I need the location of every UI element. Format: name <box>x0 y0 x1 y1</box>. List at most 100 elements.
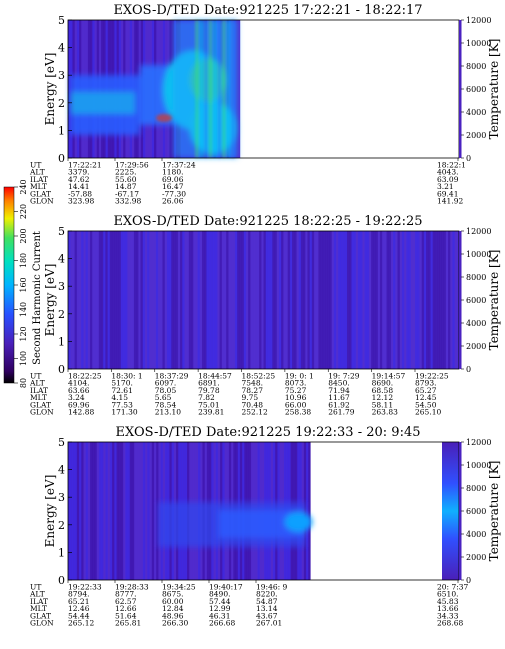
heatmap-streak <box>147 231 150 369</box>
heatmap-streak <box>445 231 449 369</box>
ephemeris-value: 258.38 <box>285 408 311 417</box>
colorbar-gradient <box>3 186 15 384</box>
energy-tick-label: 3 <box>58 280 65 293</box>
ephemeris-row-label: GLON <box>30 408 54 417</box>
ephemeris-value: 12.84 <box>162 604 184 613</box>
panel-1-ephemeris: UTALTILATMLTGLATGLON17:22:213379.47.6214… <box>29 158 466 206</box>
ephemeris-value: 19:22:33 <box>68 583 102 592</box>
temperature-tick-label: 10000 <box>466 250 491 259</box>
heatmap-streak <box>335 231 339 369</box>
heatmap-streak <box>296 231 299 369</box>
temperature-tick-label: 8000 <box>466 484 486 493</box>
ephemeris-value: 12.99 <box>209 604 231 613</box>
ephemeris-value: 19:34:25 <box>162 583 196 592</box>
ephemeris-value: 263.83 <box>372 408 398 417</box>
heatmap-streak <box>272 231 275 369</box>
temperature-tick-label: 10000 <box>466 461 491 470</box>
heatmap-streak <box>417 231 420 369</box>
energy-tick-label: 3 <box>58 491 65 504</box>
heatmap-streak <box>410 231 414 369</box>
temperature-tick-label: 12000 <box>466 227 491 236</box>
heatmap-streak <box>318 231 321 369</box>
heatmap-streak <box>118 231 122 369</box>
heatmap-streak <box>306 442 309 580</box>
heatmap-streak <box>127 442 131 580</box>
heatmap-streak <box>136 231 139 369</box>
heatmap-streak <box>364 231 368 369</box>
ephemeris-value: 78.27 <box>242 386 264 395</box>
temperature-tick-label: 2000 <box>466 553 486 562</box>
heatmap-streak <box>329 231 332 369</box>
heatmap-spike <box>214 20 216 158</box>
ephemeris-value: 11.67 <box>328 393 350 402</box>
heatmap-streak <box>300 231 304 369</box>
ephemeris-value: 323.98 <box>68 197 94 206</box>
ephemeris-value: 142.88 <box>68 408 94 417</box>
heatmap-streak <box>289 231 293 369</box>
heatmap-streak <box>399 231 403 369</box>
ephemeris-value: 12.46 <box>68 604 90 613</box>
heatmap-streak <box>83 442 86 580</box>
heatmap-streak <box>131 442 135 580</box>
temperature-tick-label: 4000 <box>466 108 486 117</box>
heatmap-streak <box>89 231 93 369</box>
heatmap-streak <box>243 231 247 369</box>
heatmap-streak <box>153 442 157 580</box>
ephemeris-value: 79.78 <box>198 386 220 395</box>
heatmap-streak <box>314 231 317 369</box>
ephemeris-row-label: GLON <box>30 619 54 628</box>
ephemeris-value: 43.67 <box>256 611 278 620</box>
ephemeris-value: 63.09 <box>437 175 459 184</box>
ephemeris-value: 12.66 <box>115 604 137 613</box>
heatmap-streak <box>441 231 444 369</box>
ephemeris-value: 5170. <box>111 379 132 388</box>
ephemeris-value: 6097. <box>155 379 176 388</box>
heatmap-streak <box>101 442 104 580</box>
heatmap-streak <box>327 231 330 369</box>
ephemeris-value: 19:14:57 <box>372 372 406 381</box>
heatmap-streak <box>116 231 119 369</box>
heatmap-streak <box>355 231 359 369</box>
heatmap-spike <box>218 20 221 158</box>
ephemeris-value: 19: 7:29 <box>328 372 360 381</box>
heatmap-streak <box>423 231 427 369</box>
heatmap-streak <box>239 231 242 369</box>
heatmap-streak <box>191 231 194 369</box>
energy-tick-label: 0 <box>58 363 65 376</box>
energy-tick-label: 5 <box>58 14 65 27</box>
ephemeris-value: 171.30 <box>111 408 137 417</box>
heatmap-streak <box>70 442 73 580</box>
heatmap-streak <box>404 231 407 369</box>
panel-1-heatmap <box>68 20 241 158</box>
heatmap-streak <box>105 442 108 580</box>
panel-2-heatmap <box>68 231 460 369</box>
ephemeris-row-label: ALT <box>29 168 45 177</box>
heatmap-streak <box>248 231 251 369</box>
heatmap-streak <box>74 231 78 369</box>
energy-tick-label: 1 <box>58 335 65 348</box>
ephemeris-value: 75.01 <box>198 400 219 409</box>
heatmap-streak <box>204 231 207 369</box>
heatmap-streak <box>158 231 161 369</box>
heatmap-streak <box>186 231 190 369</box>
ephemeris-value: 4043. <box>437 168 458 177</box>
ephemeris-value: 17:29:56 <box>115 161 149 170</box>
colorbar: 80 100 120 140 160 180 200 220 240 Second Harmon… <box>3 179 43 388</box>
ephemeris-row-label: GLAT <box>30 189 51 198</box>
ephemeris-value: 8793. <box>415 379 436 388</box>
heatmap-spike <box>209 20 212 158</box>
ephemeris-value: 61.92 <box>328 400 350 409</box>
ephemeris-value: 267.01 <box>256 619 282 628</box>
heatmap-streak <box>219 231 223 369</box>
ephemeris-row-label: ALT <box>29 379 45 388</box>
temperature-tick-label: 6000 <box>466 507 486 516</box>
panel-2-ylabel-right: Temperature [K] <box>487 250 501 351</box>
heatmap-streak <box>212 231 216 369</box>
ephemeris-value: 62.57 <box>115 597 137 606</box>
heatmap-streak <box>138 442 142 580</box>
heatmap-streak <box>120 231 124 369</box>
ephemeris-value: 72.61 <box>111 386 132 395</box>
heatmap-band <box>70 92 135 114</box>
heatmap-spike <box>196 20 198 158</box>
